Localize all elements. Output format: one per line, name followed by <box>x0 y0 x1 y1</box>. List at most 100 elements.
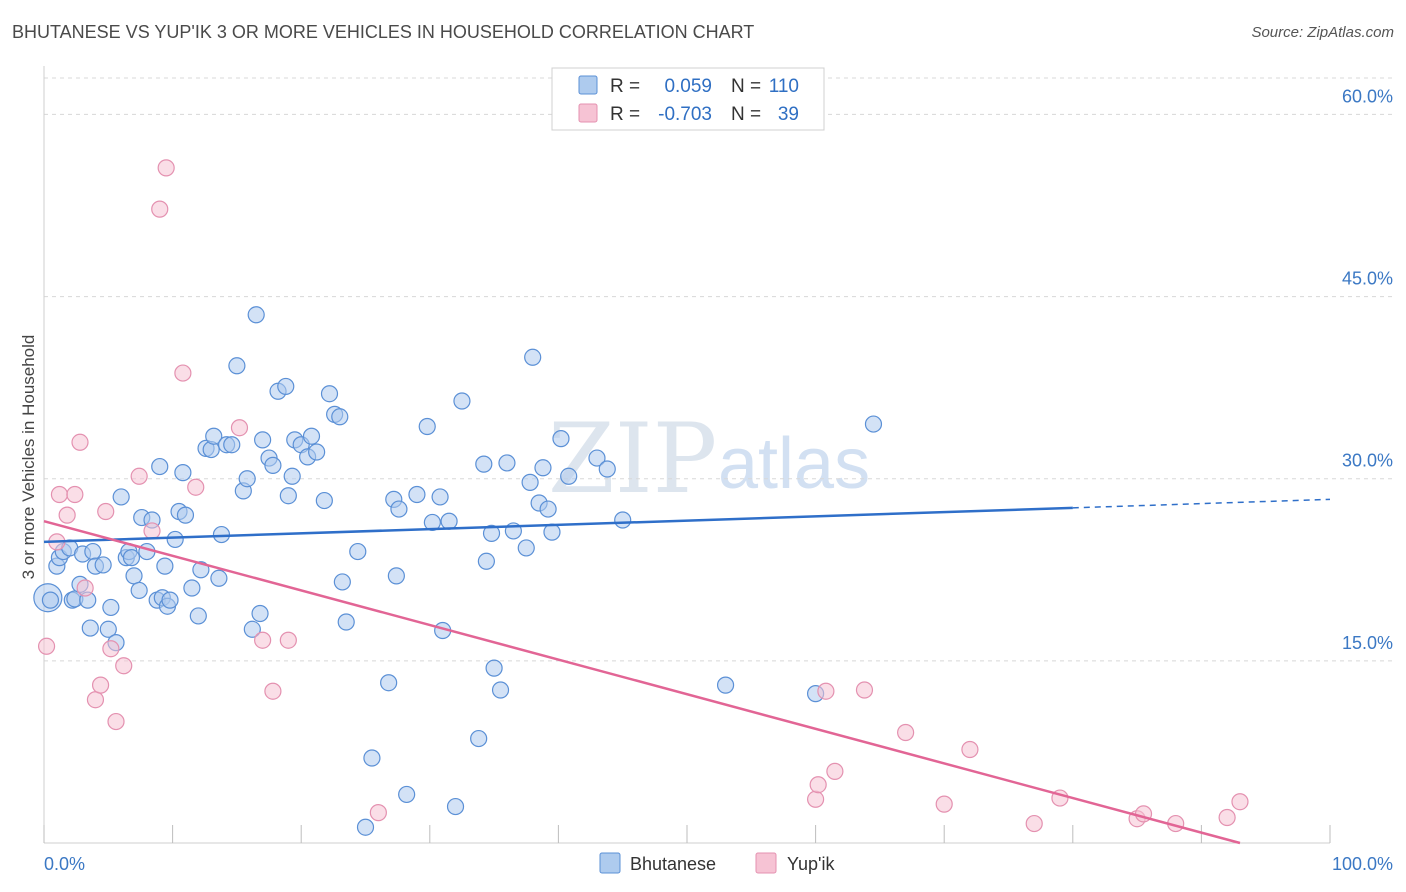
bhutanese-point <box>228 357 246 375</box>
bhutanese-point <box>363 749 381 767</box>
bhutanese-point <box>440 512 458 530</box>
yupik-point <box>37 637 56 655</box>
bhutanese-point <box>418 417 436 436</box>
legend-swatch-bhutanese <box>578 75 598 95</box>
bhutanese-point <box>183 579 201 597</box>
bhutanese-point <box>408 485 426 504</box>
bhutanese-point <box>112 488 130 506</box>
bhutanese-point <box>387 567 405 585</box>
yupik-point <box>91 676 110 694</box>
bhutanese-point <box>174 464 192 482</box>
yupik-point <box>369 804 387 822</box>
trend-lines <box>43 498 1331 845</box>
legend-n-value-yupik: 39 <box>778 104 799 125</box>
bhutanese-point <box>81 619 99 637</box>
bhutanese-point <box>205 427 223 445</box>
bhutanese-point <box>125 567 143 585</box>
yupik-point <box>855 681 874 699</box>
bhutanese-point <box>552 430 570 448</box>
watermark-zip: ZIP <box>548 403 717 515</box>
bhutanese-point <box>264 456 282 474</box>
bottom-legend-swatch-yupik <box>755 852 777 874</box>
bhutanese-point <box>491 681 510 699</box>
x-tick-label-min: 0.0% <box>44 854 85 874</box>
yupik-point <box>264 682 282 700</box>
yupik-point <box>115 657 133 675</box>
yupik-point <box>230 419 249 437</box>
bhutanese-point <box>398 785 416 804</box>
yupik-point <box>102 640 120 658</box>
bhutanese-point <box>453 392 471 410</box>
bhutanese-trend-line <box>43 506 1073 544</box>
bhutanese-point <box>331 408 349 426</box>
bhutanese-point <box>302 427 321 445</box>
yupik-point <box>1218 808 1236 827</box>
bhutanese-point <box>614 511 632 529</box>
bhutanese-points <box>33 306 883 836</box>
yupik-point <box>935 795 953 813</box>
bottom-legend-swatch-bhutanese <box>599 852 621 874</box>
bhutanese-point <box>485 659 503 677</box>
watermark-atlas: atlas <box>718 424 870 504</box>
bhutanese-point <box>189 607 207 625</box>
y-tick-label-15: 15.0% <box>1342 633 1393 653</box>
bhutanese-point <box>102 598 120 617</box>
yupik-point <box>97 502 115 521</box>
bhutanese-trend-extension <box>1072 498 1331 509</box>
bhutanese-point <box>122 549 141 567</box>
bhutanese-point <box>277 377 295 396</box>
yupik-point <box>254 631 272 649</box>
gridlines <box>44 77 1392 662</box>
bhutanese-point <box>279 487 297 505</box>
yupik-point <box>826 762 844 780</box>
bhutanese-point <box>210 569 228 587</box>
bhutanese-point <box>333 573 351 591</box>
bhutanese-point <box>470 729 488 748</box>
bhutanese-point <box>543 523 561 541</box>
x-tick-label-max: 100.0% <box>1332 854 1393 874</box>
bhutanese-point <box>423 513 441 532</box>
bhutanese-point <box>864 415 883 433</box>
bhutanese-point <box>446 797 465 816</box>
bhutanese-point <box>390 500 408 518</box>
bhutanese-point <box>94 556 112 574</box>
yupik-point <box>86 691 105 709</box>
bhutanese-point <box>223 436 241 454</box>
bhutanese-point <box>588 449 606 467</box>
bhutanese-point <box>534 459 552 477</box>
bhutanese-point <box>320 385 339 403</box>
bhutanese-point <box>524 348 542 366</box>
yupik-point <box>1025 814 1043 833</box>
axes <box>43 66 1331 844</box>
series-legend: Bhutanese Yup'ik <box>599 852 835 874</box>
yupik-point <box>58 506 76 524</box>
legend-r-label-bhutanese: R = <box>610 76 640 97</box>
y-tick-label-30: 30.0% <box>1342 451 1393 471</box>
bhutanese-point <box>251 604 269 623</box>
yupik-point <box>157 159 175 177</box>
bhutanese-point <box>539 500 557 518</box>
yupik-point <box>50 485 69 504</box>
legend-n-value-bhutanese: 110 <box>769 76 799 97</box>
yupik-point <box>806 790 825 808</box>
legend-n-label-bhutanese: N = <box>731 76 761 97</box>
bottom-legend-bhutanese: Bhutanese <box>630 854 716 874</box>
legend-r-value-bhutanese: 0.059 <box>664 76 712 97</box>
y-tick-labels: 15.0% 30.0% 45.0% 60.0% <box>1342 86 1393 652</box>
bhutanese-point <box>475 455 493 473</box>
yupik-points <box>37 159 1249 833</box>
bhutanese-point <box>337 613 355 631</box>
yupik-point <box>143 522 161 540</box>
yupik-point <box>71 433 89 451</box>
bhutanese-point <box>598 460 616 478</box>
yupik-point <box>130 467 148 485</box>
bhutanese-point <box>482 524 501 542</box>
bhutanese-point <box>560 467 578 485</box>
legend-r-value-yupik: -0.703 <box>658 104 712 125</box>
bhutanese-point <box>498 454 516 472</box>
bhutanese-point <box>156 557 174 575</box>
yupik-point <box>76 579 94 597</box>
bhutanese-point <box>431 488 449 506</box>
yupik-point <box>809 776 827 794</box>
